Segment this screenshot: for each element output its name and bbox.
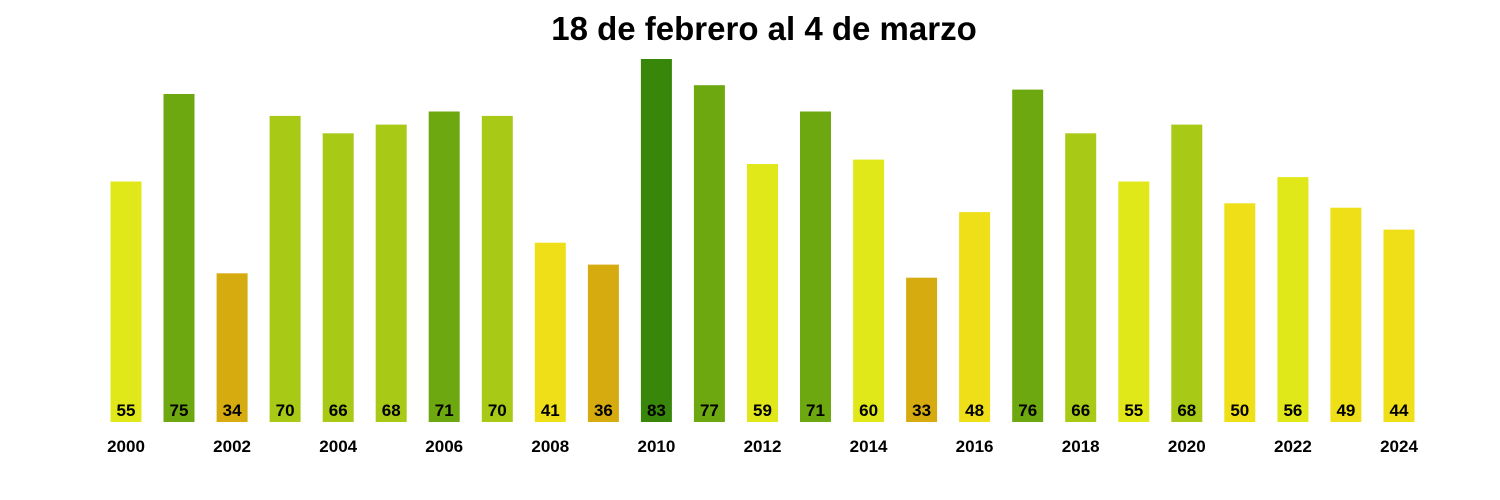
value-label-2024: 44: [1390, 401, 1409, 420]
x-tick-label-2004: 2004: [319, 437, 357, 456]
bar-2000: [110, 181, 142, 422]
value-label-2002: 34: [223, 401, 242, 420]
bar-2006: [428, 111, 460, 422]
value-label-2010: 83: [647, 401, 666, 420]
x-tick-label-2010: 2010: [637, 437, 675, 456]
value-label-2001: 75: [170, 401, 189, 420]
value-label-2018: 66: [1071, 401, 1090, 420]
value-label-2004: 66: [329, 401, 348, 420]
x-tick-label-2012: 2012: [744, 437, 782, 456]
x-tick-label-2006: 2006: [425, 437, 463, 456]
value-label-2021: 50: [1230, 401, 1249, 420]
bar-2020: [1171, 124, 1203, 422]
value-label-2014: 60: [859, 401, 878, 420]
x-tick-label-2016: 2016: [956, 437, 994, 456]
bar-2017: [1012, 89, 1044, 422]
bar-2002: [216, 273, 248, 422]
bars-group: [110, 59, 1415, 423]
bar-2016: [959, 212, 991, 422]
value-label-2020: 68: [1177, 401, 1196, 420]
bar-2019: [1118, 181, 1150, 422]
bar-2001: [163, 94, 195, 422]
value-label-2011: 77: [700, 401, 719, 420]
bar-2023: [1330, 207, 1362, 422]
value-label-2012: 59: [753, 401, 772, 420]
value-label-2000: 55: [117, 401, 136, 420]
x-tick-label-2020: 2020: [1168, 437, 1206, 456]
x-tick-label-2008: 2008: [531, 437, 569, 456]
bar-2005: [375, 124, 407, 422]
bar-2015: [906, 277, 938, 422]
value-label-2009: 36: [594, 401, 613, 420]
bar-2007: [481, 115, 513, 423]
value-label-2017: 76: [1018, 401, 1037, 420]
bar-2024: [1383, 229, 1415, 422]
value-label-2015: 33: [912, 401, 931, 420]
x-tick-label-2022: 2022: [1274, 437, 1312, 456]
x-tick-label-2018: 2018: [1062, 437, 1100, 456]
bar-2008: [534, 242, 566, 422]
x-axis-ticks: 2000 2002 2004 2006 2008 2010 2012 2014 2016 2018…: [107, 437, 1418, 456]
chart-title: 18 de febrero al 4 de marzo: [551, 10, 977, 47]
bar-2022: [1277, 177, 1309, 422]
bar-2009: [587, 264, 619, 422]
bar-2012: [747, 164, 778, 422]
bar-2021: [1224, 203, 1256, 422]
x-tick-label-2000: 2000: [107, 437, 145, 456]
value-label-2013: 71: [806, 401, 825, 420]
value-label-2005: 68: [382, 401, 401, 420]
value-label-2019: 55: [1124, 401, 1143, 420]
value-label-2022: 56: [1283, 401, 1302, 420]
x-tick-label-2014: 2014: [850, 437, 888, 456]
x-tick-label-2002: 2002: [213, 437, 251, 456]
bar-2013: [800, 111, 831, 422]
value-label-2003: 70: [276, 401, 295, 420]
value-label-2007: 70: [488, 401, 507, 420]
value-label-2016: 48: [965, 401, 984, 420]
bar-2010: [640, 59, 672, 422]
bar-2011: [693, 85, 725, 422]
bar-2004: [322, 133, 354, 423]
value-labels-group: 55 75 34 70 66 68 71 70 41 36 83 77 59 71 60 33 48 76 66 55…: [117, 401, 1409, 420]
x-tick-label-2024: 2024: [1380, 437, 1418, 456]
bar-2014: [853, 159, 885, 422]
value-label-2006: 71: [435, 401, 454, 420]
value-label-2023: 49: [1336, 401, 1355, 420]
bar-2003: [269, 115, 301, 423]
value-label-2008: 41: [541, 401, 560, 420]
bar-2018: [1065, 133, 1097, 423]
